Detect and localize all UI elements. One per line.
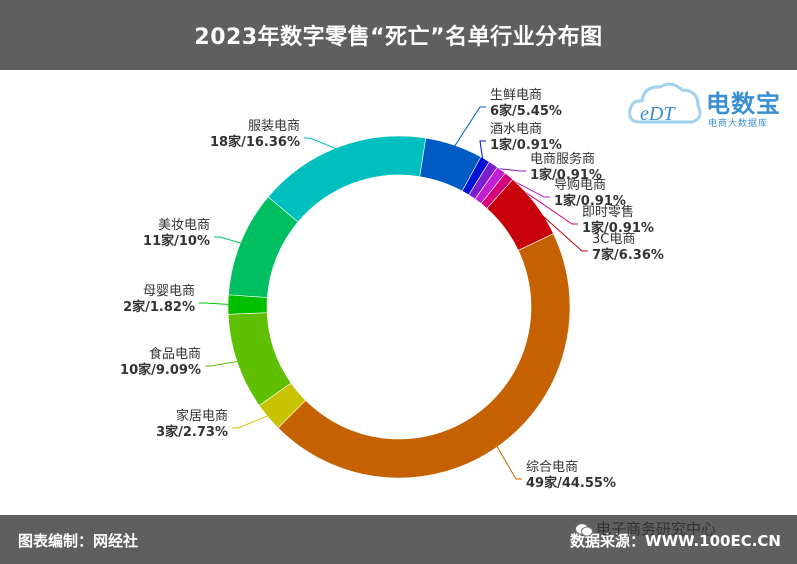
slice-label-value: 1家/0.91%	[530, 167, 602, 183]
wechat-icon	[575, 523, 593, 537]
logo-mark: eDT	[640, 103, 676, 125]
slice-label-value: 1家/0.91%	[582, 220, 654, 236]
watermark-text: 电子商务研究中心	[596, 520, 717, 538]
slice-label-name: 服装电商	[248, 119, 300, 134]
leader-line	[491, 167, 526, 172]
slice-label-name: 家居电商	[176, 408, 228, 424]
leader-line	[452, 106, 486, 150]
chart-title: 2023年数字零售“死亡”名单行业分布图	[194, 25, 603, 50]
slice-label-value: 18家/16.36%	[210, 134, 300, 150]
leader-line	[232, 414, 272, 429]
leader-line	[199, 302, 233, 306]
logo-brand: 电数宝	[706, 90, 781, 118]
leader-line	[214, 236, 245, 245]
leader-line	[304, 137, 341, 151]
brand-logo: eDT 电数宝 电商大数据库	[626, 74, 796, 134]
chart-title-bar: 2023年数字零售“死亡”名单行业分布图	[0, 0, 797, 70]
slice-label-value: 7家/6.36%	[592, 247, 664, 263]
slice-label-value: 11家/10%	[143, 233, 210, 249]
slice-label-value: 1家/0.91%	[554, 193, 626, 209]
donut-slice	[227, 294, 268, 315]
slice-label-name: 综合电商	[526, 460, 578, 475]
cloud-logo-icon: eDT	[628, 82, 702, 125]
slice-label-name: 导购电商	[554, 177, 606, 193]
leader-line	[532, 206, 588, 252]
donut-slice	[277, 233, 571, 479]
slice-label-value: 49家/44.55%	[526, 475, 616, 491]
slice-label-name: 电商服务商	[530, 151, 595, 167]
leader-line	[494, 443, 522, 480]
slice-label-name: 生鲜电商	[490, 88, 542, 103]
slice-label-name: 母婴电商	[143, 284, 195, 299]
slice-label-name: 即时零售	[582, 204, 634, 220]
donut-slice	[267, 135, 427, 223]
donut-chart: 生鲜电商6家/5.45%酒水电商1家/0.91%电商服务商1家/0.91%导购电…	[120, 88, 664, 491]
leader-line	[479, 140, 486, 163]
leader-line	[205, 360, 242, 367]
footer-bar: 图表编制：网经社 数据来源：WWW.100EC.CN	[0, 515, 797, 564]
slice-label-value: 10家/9.09%	[120, 362, 201, 378]
chart-credit: 图表编制：网经社	[18, 532, 139, 550]
slice-label-name: 3C电商	[592, 232, 635, 247]
data-source: 数据来源：WWW.100EC.CN	[570, 532, 781, 550]
leader-line	[506, 178, 578, 225]
slice-label-value: 3家/2.73%	[156, 424, 228, 440]
slice-label-value: 1家/0.91%	[490, 137, 562, 153]
slice-label-name: 美妆电商	[158, 218, 210, 233]
slice-label-value: 6家/5.45%	[490, 103, 562, 119]
slice-label-name: 酒水电商	[490, 122, 542, 137]
slice-label-value: 2家/1.82%	[123, 299, 195, 315]
logo-tagline: 电商大数据库	[708, 119, 769, 129]
slice-label-name: 食品电商	[149, 346, 201, 362]
